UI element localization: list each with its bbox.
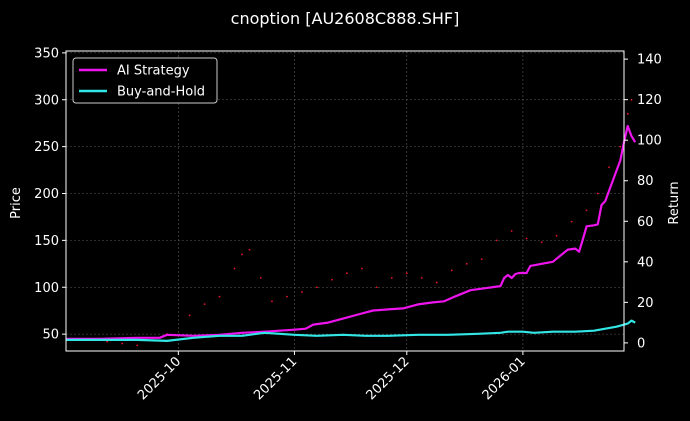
price-point [203,303,206,306]
right-tick-label: 100 [637,134,662,149]
plot-frame [65,50,625,352]
price-point [248,248,251,251]
price-point [626,112,629,115]
right-tick-label: 80 [637,174,654,189]
left-y-axis: 50 100 150 200 250 300 350 [34,46,66,343]
price-point [390,276,393,279]
price-point [540,241,543,244]
price-point [608,166,610,169]
price-point [345,272,348,275]
price-point [375,286,378,289]
right-tick-label: 140 [637,53,662,68]
price-point [218,295,221,298]
price-point [286,295,288,298]
price-point [619,145,622,148]
price-point [555,234,558,237]
series-line-buy-and-hold [66,319,636,342]
price-point [510,230,513,232]
right-tick-label: 20 [637,296,654,311]
price-point [271,300,273,303]
right-tick-label: 0 [637,336,645,351]
price-point [570,220,573,223]
right-tick-label: 40 [637,255,654,270]
price-point [480,258,483,261]
price-point [596,192,599,195]
price-point [630,98,633,101]
chart-title: cnoption [AU2608C888.SHF] [231,9,460,28]
price-point [525,237,528,240]
left-tick-label: 250 [34,140,59,155]
price-point [360,267,363,270]
price-point [465,262,468,265]
left-tick-label: 300 [34,93,59,108]
legend: AI Strategy Buy-and-Hold [72,57,218,104]
price-point [435,281,438,284]
price-point [330,278,333,281]
price-point [495,239,498,242]
right-tick-label: 60 [637,215,654,230]
left-tick-label: 150 [34,234,59,249]
right-axis-label: Return [667,181,682,224]
price-point [106,340,109,343]
price-point [405,272,408,275]
price-point [136,344,139,347]
left-tick-label: 350 [34,46,59,61]
left-tick-label: 50 [42,328,59,343]
left-axis-label: Price [9,187,24,219]
price-point [585,209,588,212]
legend-label-buy-and-hold: Buy-and-Hold [117,85,205,100]
price-point [188,314,191,317]
left-tick-label: 200 [34,187,59,202]
price-point [259,276,262,279]
price-point [450,269,453,272]
price-point [233,267,236,270]
right-y-axis: 0 20 40 60 80 100 120 140 [624,53,662,351]
price-point [316,286,318,289]
price-point [241,253,243,256]
price-point [301,291,303,293]
left-tick-label: 100 [34,281,59,296]
legend-label-ai-strategy: AI Strategy [117,64,190,79]
price-point [420,276,423,279]
series-line-ai-strategy [66,124,637,340]
right-tick-label: 120 [637,93,662,108]
price-point [121,342,124,345]
legend-box [72,57,218,104]
series-lines [66,124,637,342]
